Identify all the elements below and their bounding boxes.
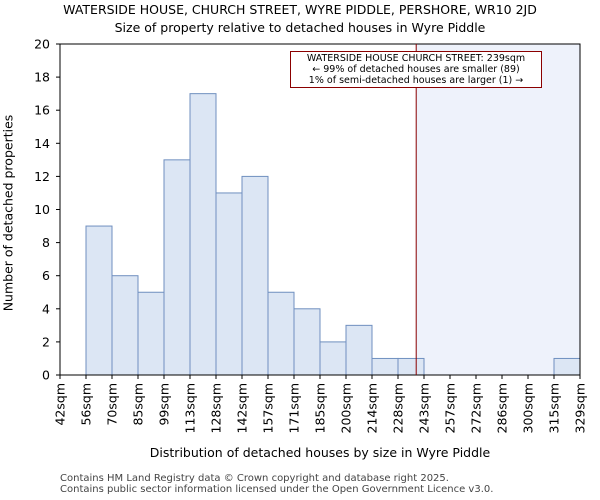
- histogram-bar: [397, 357, 425, 376]
- x-tick-label: 329sqm: [573, 383, 588, 433]
- annotation-line-2: ← 99% of detached houses are smaller (89…: [312, 64, 520, 75]
- histogram-bar: [215, 192, 243, 376]
- y-tick-label: 2: [42, 334, 50, 349]
- histogram-bar: [189, 93, 217, 376]
- annotation-line-3: 1% of semi-detached houses are larger (1…: [308, 75, 524, 86]
- x-tick-label: 171sqm: [287, 383, 302, 433]
- y-axis-label: Number of detached properties: [0, 114, 16, 312]
- histogram-bar: [267, 291, 295, 376]
- x-tick-label: 272sqm: [469, 383, 484, 433]
- larger-region-shade: [416, 44, 580, 375]
- x-tick-label: 85sqm: [131, 383, 146, 426]
- histogram-bar: [241, 175, 269, 376]
- histogram-bar: [111, 275, 139, 376]
- x-tick-label: 56sqm: [79, 383, 94, 426]
- x-tick-label: 315sqm: [547, 383, 562, 433]
- y-tick-label: 12: [34, 169, 50, 184]
- histogram-bar: [553, 357, 581, 376]
- x-tick-label: 300sqm: [521, 383, 536, 433]
- y-tick-label: 10: [34, 202, 50, 217]
- histogram-bar: [319, 341, 347, 376]
- histogram-bar: [85, 225, 113, 376]
- x-tick-label: 185sqm: [313, 383, 328, 433]
- y-tick-label: 14: [34, 136, 50, 151]
- x-tick-label: 113sqm: [183, 383, 198, 433]
- histogram-bar: [137, 291, 165, 376]
- chart-title: Size of property relative to detached ho…: [114, 20, 486, 35]
- y-tick-label: 20: [34, 37, 50, 52]
- x-tick-label: 99sqm: [157, 383, 172, 426]
- histogram-bar: [293, 308, 321, 376]
- x-tick-label: 286sqm: [495, 383, 510, 433]
- chart-title-address: WATERSIDE HOUSE, CHURCH STREET, WYRE PID…: [63, 2, 537, 17]
- histogram-bar: [371, 357, 399, 376]
- histogram-bar: [345, 324, 373, 376]
- x-tick-label: 70sqm: [105, 383, 120, 426]
- footer-copyright: Contains HM Land Registry data © Crown c…: [60, 473, 449, 484]
- x-tick-label: 243sqm: [417, 383, 432, 433]
- y-tick-label: 16: [34, 103, 50, 118]
- x-tick-label: 257sqm: [443, 383, 458, 433]
- x-axis-label: Distribution of detached houses by size …: [149, 445, 491, 460]
- y-tick-label: 18: [34, 70, 50, 85]
- x-tick-label: 142sqm: [235, 383, 250, 433]
- x-tick-label: 228sqm: [391, 383, 406, 433]
- x-tick-label: 128sqm: [209, 383, 224, 433]
- y-tick-label: 0: [42, 368, 50, 383]
- y-tick-label: 8: [42, 235, 50, 250]
- y-tick-label: 6: [42, 268, 50, 283]
- x-tick-label: 214sqm: [365, 383, 380, 433]
- property-annotation-box: WATERSIDE HOUSE CHURCH STREET: 239sqm ← …: [290, 51, 542, 88]
- y-tick-label: 4: [42, 301, 50, 316]
- annotation-line-1: WATERSIDE HOUSE CHURCH STREET: 239sqm: [306, 53, 526, 64]
- x-tick-label: 200sqm: [339, 383, 354, 433]
- x-tick-label: 42sqm: [53, 383, 68, 426]
- histogram-bar: [163, 159, 191, 376]
- footer-licence: Contains public sector information licen…: [60, 484, 494, 495]
- x-tick-label: 157sqm: [261, 383, 276, 433]
